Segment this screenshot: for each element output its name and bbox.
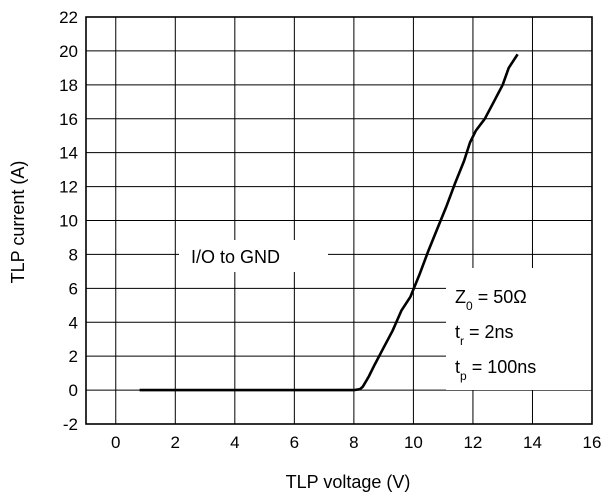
y-tick-label: 22 (59, 8, 78, 27)
y-tick-label: 20 (59, 42, 78, 61)
y-tick-labels: -2 0 2 4 6 8 10 12 14 16 18 20 22 (59, 8, 78, 434)
y-tick-label: -2 (63, 415, 78, 434)
x-axis-title: TLP voltage (V) (286, 472, 411, 492)
condition-label: I/O to GND (191, 247, 280, 267)
y-tick-label: 2 (69, 347, 78, 366)
x-tick-label: 0 (111, 433, 120, 452)
y-tick-label: 6 (69, 279, 78, 298)
y-tick-label: 18 (59, 76, 78, 95)
z0-label: Z0 = 50Ω (455, 287, 527, 313)
y-tick-label: 10 (59, 212, 78, 231)
condition-label-bg (179, 240, 328, 272)
x-tick-labels: 0 2 4 6 8 10 12 14 16 (111, 433, 601, 452)
y-tick-label: 0 (69, 381, 78, 400)
x-tick-label: 8 (349, 433, 358, 452)
conditions-box-bg (446, 268, 592, 390)
y-tick-label: 8 (69, 245, 78, 264)
y-axis-title: TLP current (A) (8, 161, 28, 284)
x-tick-label: 10 (404, 433, 423, 452)
y-tick-label: 12 (59, 178, 78, 197)
tr-label: tr = 2ns (455, 322, 514, 348)
x-tick-label: 12 (463, 433, 482, 452)
x-tick-label: 16 (583, 433, 602, 452)
x-tick-label: 6 (290, 433, 299, 452)
y-tick-label: 16 (59, 110, 78, 129)
plot-frame (85, 16, 593, 425)
series-line (139, 53, 519, 392)
y-tick-label: 14 (59, 144, 78, 163)
y-tick-label: 4 (69, 313, 78, 332)
x-tick-label: 2 (171, 433, 180, 452)
tp-label: tp = 100ns (455, 357, 536, 383)
x-tick-label: 14 (523, 433, 542, 452)
x-tick-label: 4 (230, 433, 239, 452)
